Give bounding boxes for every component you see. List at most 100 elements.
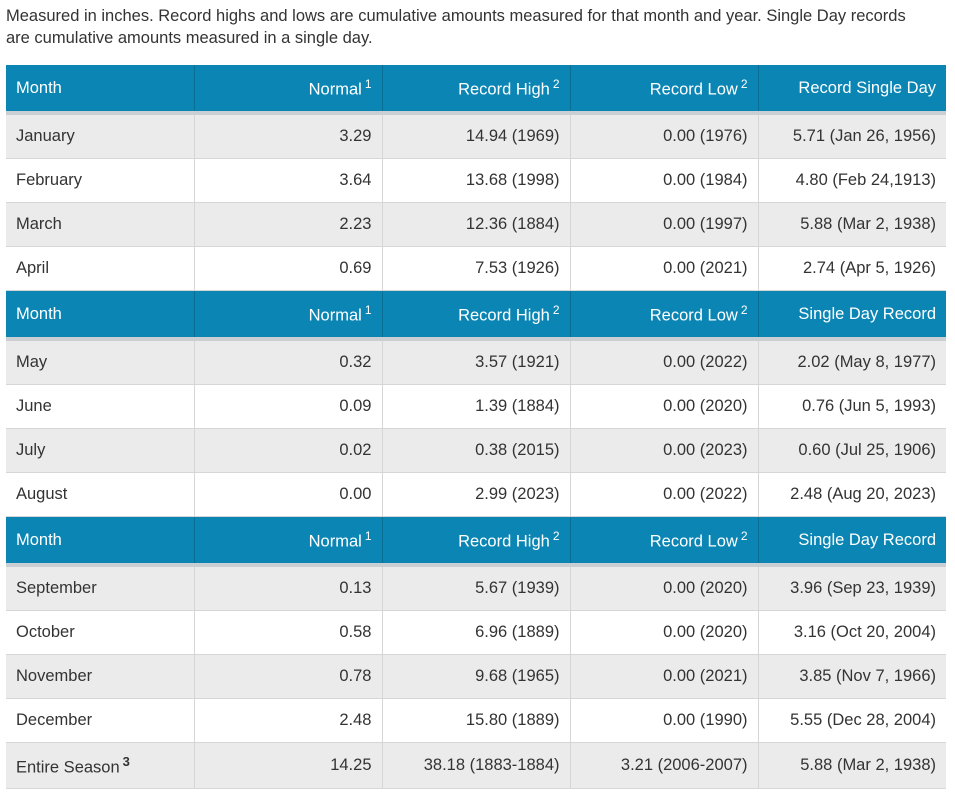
month-cell: May — [6, 339, 195, 385]
intro-text: Measured in inches. Record highs and low… — [6, 7, 906, 47]
value-cell: 4.80 (Feb 24,1913) — [758, 158, 946, 203]
header-row: Month Normal 1 Record High 2 Record Low 2 Recor… — [6, 65, 946, 115]
month-cell: March — [6, 202, 195, 247]
data-row: July 0.02 0.38 (2015) 0.00 (2023) 0.60 (Jul … — [6, 428, 946, 473]
value-cell: 9.68 (1965) — [382, 654, 571, 699]
value-cell: 0.00 (2020) — [570, 610, 759, 655]
month-cell: February — [6, 158, 195, 203]
header-label: Month — [16, 78, 62, 97]
header-label: Normal — [308, 80, 362, 99]
value-cell: 0.00 (1990) — [570, 698, 759, 743]
value-cell: 0.00 (1976) — [570, 113, 759, 159]
value-cell: 0.76 (Jun 5, 1993) — [758, 384, 946, 429]
column-header: Record High 2 — [382, 65, 571, 115]
value-cell: 5.55 (Dec 28, 2004) — [758, 698, 946, 743]
data-row: August 0.00 2.99 (2023) 0.00 (2022) 2.48 (Au… — [6, 472, 946, 517]
value-cell: 0.00 (2021) — [570, 246, 759, 291]
data-row: June 0.09 1.39 (1884) 0.00 (2020) 0.76 (Jun … — [6, 384, 946, 429]
header-row: Month Normal 1 Record High 2 Record Low 2 Singl… — [6, 516, 946, 567]
header-label: Normal — [308, 306, 362, 325]
data-row: May 0.32 3.57 (1921) 0.00 (2022) 2.02 (May 8… — [6, 339, 946, 385]
precip-table: Month Normal 1 Record High 2 Record Low 2 Recor… — [6, 65, 946, 789]
footnote-ref: 2 — [740, 302, 748, 317]
value-cell: 0.00 (2023) — [570, 428, 759, 473]
footnote-ref: 2 — [552, 302, 560, 317]
value-cell: 2.99 (2023) — [382, 472, 571, 517]
header-label: Record Single Day — [798, 78, 936, 97]
header-label: Single Day Record — [798, 304, 936, 323]
month-cell: August — [6, 472, 195, 517]
value-cell: 14.25 — [194, 742, 383, 789]
value-cell: 3.57 (1921) — [382, 339, 571, 385]
month-cell: July — [6, 428, 195, 473]
value-cell: 0.09 — [194, 384, 383, 429]
value-cell: 0.78 — [194, 654, 383, 699]
value-cell: 0.02 — [194, 428, 383, 473]
value-cell: 0.00 (2021) — [570, 654, 759, 699]
data-row: January 3.29 14.94 (1969) 0.00 (1976) 5.71 (… — [6, 113, 946, 159]
value-cell: 1.39 (1884) — [382, 384, 571, 429]
value-cell: 0.00 (1997) — [570, 202, 759, 247]
value-cell: 0.00 (2022) — [570, 339, 759, 385]
column-header: Record Low 2 — [570, 516, 759, 567]
header-label: Single Day Record — [798, 530, 936, 549]
column-header: Normal 1 — [194, 516, 383, 567]
value-cell: 0.32 — [194, 339, 383, 385]
value-cell: 2.48 — [194, 698, 383, 743]
value-cell: 2.02 (May 8, 1977) — [758, 339, 946, 385]
value-cell: 3.85 (Nov 7, 1966) — [758, 654, 946, 699]
total-label-cell: Entire Season 3 — [6, 742, 195, 789]
header-label: Record Low — [649, 532, 738, 551]
value-cell: 7.53 (1926) — [382, 246, 571, 291]
header-label: Month — [16, 530, 62, 549]
value-cell: 2.48 (Aug 20, 2023) — [758, 472, 946, 517]
header-label: Record High — [458, 306, 550, 325]
value-cell: 2.74 (Apr 5, 1926) — [758, 246, 946, 291]
footnote-ref: 1 — [364, 528, 372, 543]
value-cell: 6.96 (1889) — [382, 610, 571, 655]
value-cell: 0.00 — [194, 472, 383, 517]
header-row: Month Normal 1 Record High 2 Record Low 2 Singl… — [6, 290, 946, 341]
month-cell: January — [6, 113, 195, 159]
column-header: Record High 2 — [382, 516, 571, 567]
value-cell: 5.88 (Mar 2, 1938) — [758, 742, 946, 789]
footnote-ref: 2 — [740, 76, 748, 91]
data-row: November 0.78 9.68 (1965) 0.00 (2021) 3.85 (… — [6, 654, 946, 699]
data-row: March 2.23 12.36 (1884) 0.00 (1997) 5.88 (Ma… — [6, 202, 946, 247]
column-header: Month — [6, 290, 195, 341]
value-cell: 0.00 (2020) — [570, 384, 759, 429]
month-cell: June — [6, 384, 195, 429]
value-cell: 0.00 (2022) — [570, 472, 759, 517]
data-row: October 0.58 6.96 (1889) 0.00 (2020) 3.16 (O… — [6, 610, 946, 655]
value-cell: 0.60 (Jul 25, 1906) — [758, 428, 946, 473]
footnote-ref: 3 — [122, 753, 130, 769]
data-row: February 3.64 13.68 (1998) 0.00 (1984) 4.80 … — [6, 158, 946, 203]
value-cell: 3.96 (Sep 23, 1939) — [758, 565, 946, 611]
data-row: December 2.48 15.80 (1889) 0.00 (1990) 5.55 … — [6, 698, 946, 743]
value-cell: 12.36 (1884) — [382, 202, 571, 247]
header-label: Record Low — [649, 80, 738, 99]
month-cell: November — [6, 654, 195, 699]
footnote-ref: 1 — [364, 302, 372, 317]
column-header: Single Day Record — [758, 290, 946, 341]
footnote-ref: 1 — [364, 76, 372, 91]
value-cell: 0.00 (1984) — [570, 158, 759, 203]
footnote-ref: 2 — [740, 528, 748, 543]
value-cell: 5.71 (Jan 26, 1956) — [758, 113, 946, 159]
column-header: Single Day Record — [758, 516, 946, 567]
column-header: Record Low 2 — [570, 65, 759, 115]
header-label: Normal — [308, 532, 362, 551]
value-cell: 3.16 (Oct 20, 2004) — [758, 610, 946, 655]
header-label: Record Low — [649, 306, 738, 325]
footnote-ref: 2 — [552, 76, 560, 91]
footnote-ref: 2 — [552, 528, 560, 543]
column-header: Month — [6, 516, 195, 567]
value-cell: 3.29 — [194, 113, 383, 159]
column-header: Record Low 2 — [570, 290, 759, 341]
column-header: Month — [6, 65, 195, 115]
column-header: Record High 2 — [382, 290, 571, 341]
value-cell: 0.58 — [194, 610, 383, 655]
value-cell: 0.00 (2020) — [570, 565, 759, 611]
header-label: Month — [16, 304, 62, 323]
